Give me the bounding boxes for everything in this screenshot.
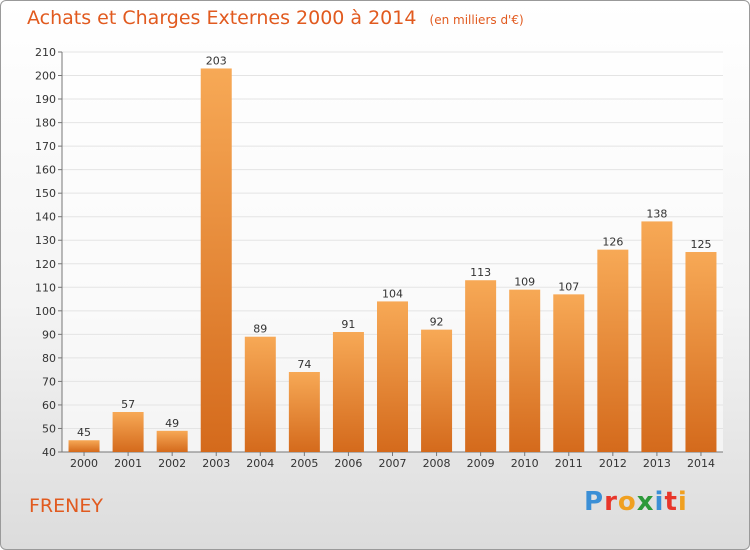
x-tick-label-2005: 2005 [290,457,318,470]
x-tick-label-2012: 2012 [599,457,627,470]
y-tick-label: 170 [35,140,56,153]
y-tick-label: 40 [42,446,56,459]
x-tick-label-2010: 2010 [511,457,539,470]
x-tick-label-2006: 2006 [334,457,362,470]
bar-2009 [465,280,497,452]
value-label-2012: 126 [602,236,623,249]
x-tick-label-2013: 2013 [643,457,671,470]
y-tick-label: 50 [42,422,56,435]
x-tick-label-2014: 2014 [687,457,715,470]
commune-name: FRENEY [29,495,103,517]
y-tick-label: 60 [42,399,56,412]
title-block: Achats et Charges Externes 2000 à 2014 (… [27,7,524,29]
y-tick-label: 160 [35,164,56,177]
bar-2014 [685,252,717,452]
x-tick-label-2009: 2009 [467,457,495,470]
y-tick-label: 90 [42,328,56,341]
y-tick-label: 140 [35,211,56,224]
x-tick-label-2000: 2000 [70,457,98,470]
y-tick-label: 190 [35,93,56,106]
y-tick-label: 80 [42,352,56,365]
chart-title: Achats et Charges Externes 2000 à 2014 [27,7,417,29]
y-tick-label: 150 [35,187,56,200]
logo-letter: P [584,487,605,517]
logo-letter: i [677,487,688,517]
bar-2000 [68,440,100,452]
bar-2002 [156,430,188,452]
value-label-2009: 113 [470,266,491,279]
x-tick-label-2007: 2007 [379,457,407,470]
value-label-2007: 104 [382,287,403,300]
proxiti-logo: Proxiti [584,487,688,517]
logo-letter: r [604,487,618,517]
bar-2013 [641,221,673,452]
y-tick-label: 200 [35,70,56,83]
x-tick-label-2008: 2008 [423,457,451,470]
x-tick-label-2004: 2004 [246,457,274,470]
logo-letter: i [654,487,665,517]
logo-letter: o [617,487,637,517]
value-label-2014: 125 [690,238,711,251]
value-label-2013: 138 [646,207,667,220]
logo-letter: x [636,487,655,517]
y-tick-label: 130 [35,234,56,247]
chart-subtitle: (en milliers d'€) [429,13,524,27]
value-label-2010: 109 [514,276,535,289]
bar-2012 [597,249,629,452]
value-label-2004: 89 [253,323,267,336]
bar-2006 [332,332,364,452]
bar-2001 [112,412,144,452]
value-label-2002: 49 [165,417,179,430]
bar-2007 [377,301,408,452]
bar-2004 [244,336,276,452]
value-label-2005: 74 [297,358,311,371]
bar-2008 [421,329,453,452]
y-tick-label: 100 [35,305,56,318]
x-tick-label-2011: 2011 [555,457,583,470]
logo-letter: t [664,487,678,517]
bar-2010 [509,289,541,452]
y-tick-label: 110 [35,281,56,294]
y-tick-label: 120 [35,258,56,271]
x-tick-label-2003: 2003 [202,457,230,470]
value-label-2011: 107 [558,280,579,293]
bar-2011 [553,294,585,452]
x-tick-label-2002: 2002 [158,457,186,470]
y-tick-label: 210 [35,46,56,59]
value-label-2000: 45 [77,426,91,439]
bar-2003 [200,68,232,453]
value-label-2008: 92 [430,316,444,329]
y-tick-label: 180 [35,117,56,130]
value-label-2001: 57 [121,398,135,411]
bar-2005 [288,372,320,452]
value-label-2006: 91 [341,318,355,331]
value-label-2003: 203 [206,54,227,67]
x-tick-label-2001: 2001 [114,457,142,470]
y-tick-label: 70 [42,375,56,388]
